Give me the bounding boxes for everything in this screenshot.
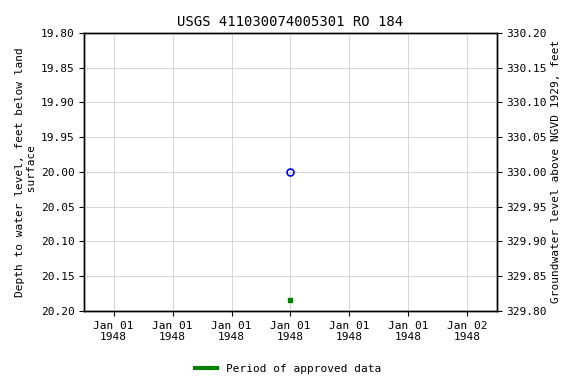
Title: USGS 411030074005301 RO 184: USGS 411030074005301 RO 184 xyxy=(177,15,403,29)
Y-axis label: Groundwater level above NGVD 1929, feet: Groundwater level above NGVD 1929, feet xyxy=(551,40,561,303)
Y-axis label: Depth to water level, feet below land
 surface: Depth to water level, feet below land su… xyxy=(15,47,37,297)
Legend: Period of approved data: Period of approved data xyxy=(191,359,385,379)
